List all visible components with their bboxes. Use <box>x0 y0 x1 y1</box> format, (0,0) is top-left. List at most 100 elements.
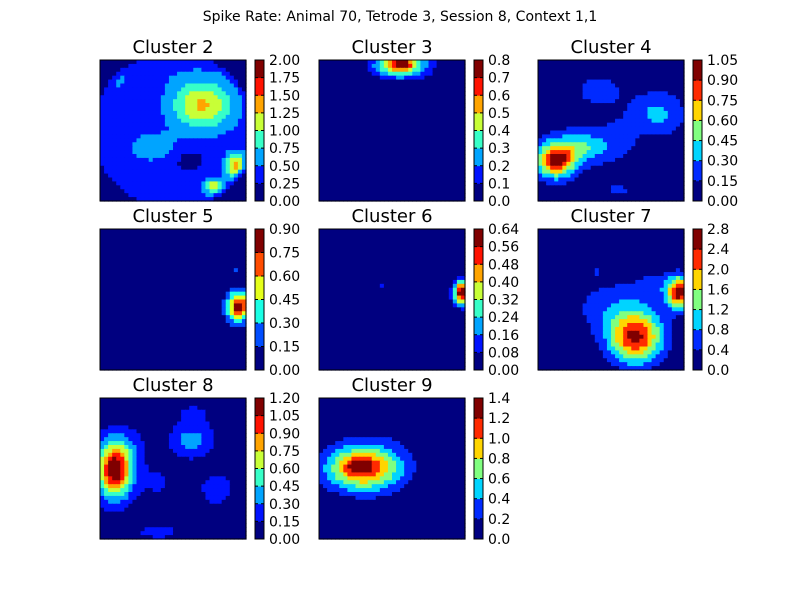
heatmap-cell <box>400 181 405 186</box>
heatmap-cell <box>156 169 162 175</box>
heatmap-cell <box>136 91 142 96</box>
heatmap-cell <box>104 252 109 258</box>
heatmap-cell <box>627 71 632 77</box>
heatmap-cell <box>456 189 462 194</box>
heatmap-cell <box>659 71 665 77</box>
heatmap-cell <box>460 67 466 73</box>
heatmap-cell <box>156 229 162 234</box>
heatmap-cell <box>460 63 466 69</box>
heatmap-cell <box>132 63 138 69</box>
heatmap-cell <box>598 103 604 108</box>
heatmap-cell <box>164 197 170 202</box>
heatmap-cell <box>387 138 393 143</box>
heatmap-cell <box>562 126 567 132</box>
heatmap-cell <box>193 122 198 128</box>
heatmap-cell <box>104 323 109 328</box>
heatmap-cell <box>335 118 340 124</box>
heatmap-cell <box>428 173 434 179</box>
heatmap-cell <box>639 173 645 179</box>
heatmap-cell <box>675 165 681 171</box>
heatmap-cell <box>659 83 665 89</box>
heatmap-cell <box>156 71 162 77</box>
heatmap-cell <box>562 165 567 171</box>
heatmap-cell <box>554 79 559 85</box>
heatmap-cell <box>112 244 117 250</box>
heatmap-cell <box>327 150 332 155</box>
heatmap-cell <box>225 138 231 143</box>
heatmap-cell <box>144 193 150 198</box>
heatmap-cell <box>221 303 227 308</box>
heatmap-cell <box>351 154 357 159</box>
heatmap-cell <box>339 83 344 89</box>
heatmap-cell <box>460 114 466 120</box>
heatmap-cell <box>241 323 247 328</box>
heatmap-cell <box>416 193 421 198</box>
heatmap-cell <box>602 83 608 89</box>
heatmap-cell <box>554 173 559 179</box>
heatmap-cell <box>639 185 645 190</box>
heatmap-cell <box>558 161 563 167</box>
heatmap-cell <box>128 95 134 100</box>
heatmap-cell <box>132 291 138 297</box>
heatmap-cell <box>225 299 231 305</box>
heatmap-cell <box>590 154 596 159</box>
heatmap-cell <box>136 130 142 136</box>
heatmap-cell <box>428 87 434 92</box>
heatmap-cell <box>667 75 673 81</box>
heatmap-cell <box>679 71 685 77</box>
heatmap-cell <box>594 67 600 73</box>
heatmap-cell <box>554 110 559 116</box>
heatmap-cell <box>460 165 466 171</box>
heatmap-cell <box>160 279 166 285</box>
heatmap-cell <box>144 295 150 301</box>
heatmap-cell <box>631 173 636 179</box>
heatmap-cell <box>164 323 170 328</box>
heatmap-cell <box>205 134 211 139</box>
heatmap-cell <box>542 197 547 202</box>
heatmap-cell <box>351 169 357 175</box>
heatmap-cell <box>428 103 434 108</box>
heatmap-cell <box>452 185 458 190</box>
heatmap-cell <box>168 295 174 301</box>
heatmap-cell <box>104 330 109 336</box>
heatmap-cell <box>221 236 227 242</box>
heatmap-cell <box>554 126 559 132</box>
heatmap-cell <box>671 177 677 183</box>
heatmap-cell <box>347 79 353 85</box>
heatmap-cell <box>164 79 170 85</box>
heatmap-cell <box>189 311 194 316</box>
heatmap-cell <box>217 236 223 242</box>
heatmap-cell <box>558 63 563 69</box>
heatmap-cell <box>558 138 563 143</box>
heatmap-cell <box>237 260 243 265</box>
heatmap-cell <box>379 99 385 104</box>
heatmap-cell <box>538 114 543 120</box>
heatmap-cell <box>558 130 563 136</box>
heatmap-cell <box>327 130 332 136</box>
panel-title: Cluster 5 <box>132 206 213 227</box>
heatmap-cell <box>120 319 125 324</box>
heatmap-cell <box>436 67 442 73</box>
heatmap-cell <box>177 169 182 175</box>
heatmap-cell <box>197 150 202 155</box>
heatmap-cell <box>173 146 178 151</box>
heatmap-cell <box>631 157 636 163</box>
heatmap-cell <box>156 260 162 265</box>
heatmap-cell <box>100 75 105 81</box>
heatmap-cell <box>241 276 247 281</box>
heatmap-cell <box>639 165 645 171</box>
heatmap-cell <box>233 63 239 69</box>
heatmap-cell <box>542 60 547 65</box>
heatmap-cell <box>387 67 393 73</box>
heatmap-cell <box>566 95 572 100</box>
heatmap-cell <box>156 323 162 328</box>
heatmap-cell <box>412 114 417 120</box>
heatmap-cell <box>108 130 113 136</box>
heatmap-cell <box>679 130 685 136</box>
heatmap-cell <box>152 229 158 234</box>
heatmap-cell <box>241 240 247 246</box>
heatmap-cell <box>643 95 649 100</box>
heatmap-cell <box>193 291 198 297</box>
heatmap-cell <box>671 154 677 159</box>
colorbar-tick-label: 0.00 <box>707 194 738 210</box>
